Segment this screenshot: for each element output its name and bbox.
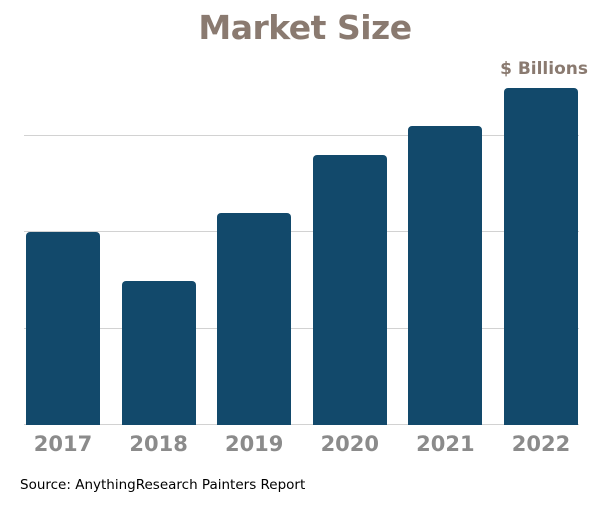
- gridline-3: [24, 135, 579, 136]
- x-label-2017: 2017: [33, 432, 93, 456]
- gridline-1: [24, 328, 579, 329]
- x-label-2021: 2021: [416, 432, 475, 456]
- gridline-0: [24, 424, 579, 425]
- bar-2017: [26, 232, 100, 425]
- bar-2020: [312, 155, 387, 425]
- gridline-2: [24, 231, 579, 232]
- x-label-2020: 2020: [320, 432, 380, 456]
- plot-area: [24, 85, 579, 425]
- bar-2019: [217, 213, 292, 425]
- x-label-2018: 2018: [129, 432, 188, 456]
- x-axis-labels: 2017 2018 2019 2020 2021 2022: [24, 432, 579, 458]
- bar-2021: [408, 126, 483, 425]
- x-label-2022: 2022: [511, 432, 571, 456]
- bar-2018: [121, 281, 196, 425]
- source-text: Source: AnythingResearch Painters Report: [20, 477, 306, 493]
- chart-title: Market Size: [198, 8, 412, 47]
- x-label-2019: 2019: [224, 432, 284, 456]
- bar-2022: [504, 88, 578, 425]
- unit-label: $ Billions: [500, 59, 588, 79]
